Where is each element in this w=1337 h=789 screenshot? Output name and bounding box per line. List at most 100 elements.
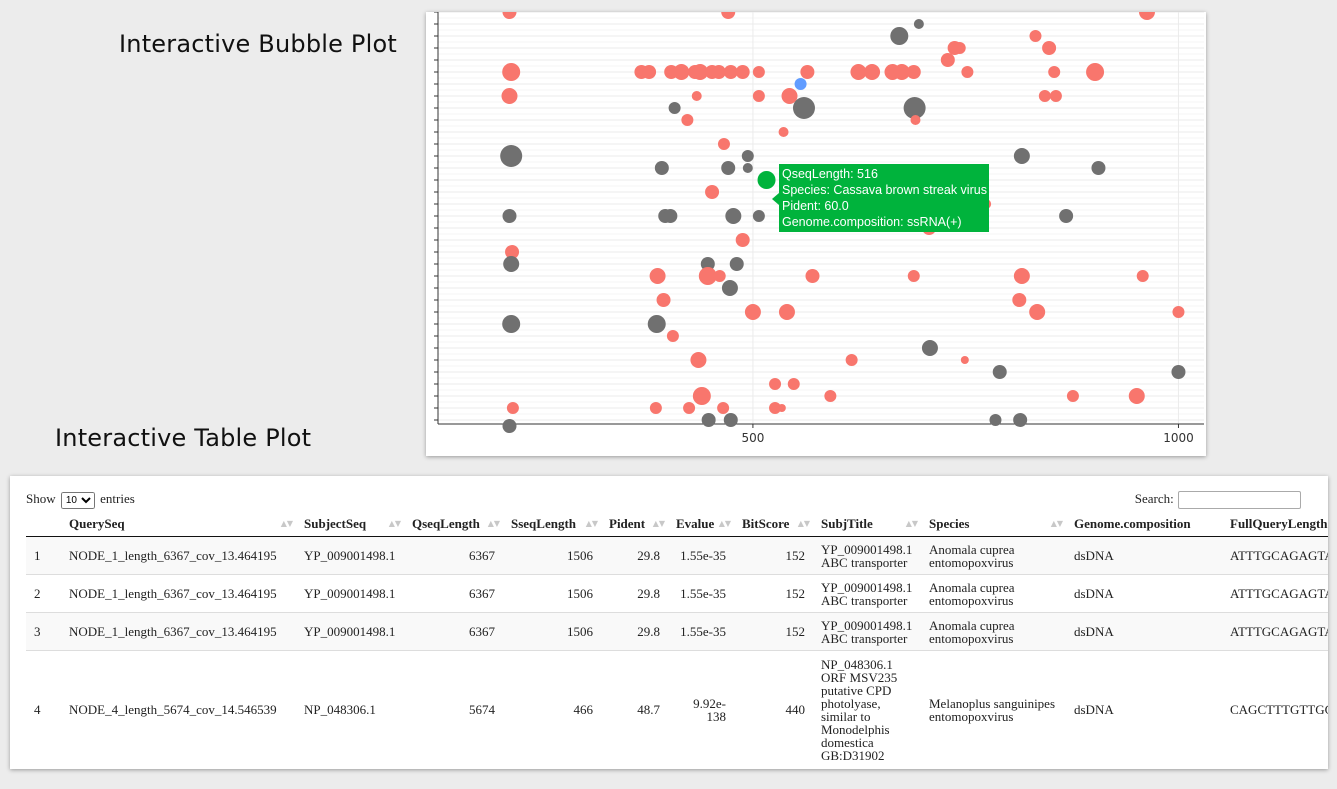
data-point[interactable] (721, 12, 736, 19)
data-point[interactable] (906, 65, 921, 79)
col-header-genome[interactable]: Genome.composition (1066, 512, 1222, 537)
data-point[interactable] (723, 65, 738, 79)
col-header-species[interactable]: Species ▲▼ (921, 512, 1066, 537)
data-point[interactable] (717, 138, 730, 150)
search-input[interactable] (1178, 491, 1301, 510)
data-point[interactable] (744, 304, 761, 320)
data-point[interactable] (940, 53, 955, 67)
data-point[interactable] (1012, 293, 1027, 307)
data-point[interactable] (721, 161, 736, 175)
data-point[interactable] (500, 145, 523, 167)
data-point[interactable] (505, 245, 520, 259)
data-point[interactable] (784, 90, 797, 102)
data-point[interactable] (705, 185, 720, 199)
data-point[interactable] (792, 97, 815, 119)
data-point[interactable] (1013, 148, 1030, 164)
data-point[interactable] (690, 352, 707, 368)
data-point[interactable] (1013, 268, 1030, 284)
data-point[interactable] (864, 64, 881, 80)
data-point[interactable] (769, 378, 782, 390)
data-point[interactable] (647, 315, 666, 333)
data-point[interactable] (698, 267, 717, 285)
data-point[interactable] (735, 233, 750, 247)
col-header-qseqlength[interactable]: QseqLength ▲▼ (404, 512, 503, 537)
data-point[interactable] (735, 65, 750, 79)
data-point[interactable] (725, 208, 742, 224)
data-point[interactable] (717, 402, 730, 414)
data-point[interactable] (1029, 30, 1042, 42)
data-point[interactable] (502, 209, 517, 223)
data-point[interactable] (778, 127, 789, 137)
data-point[interactable] (1136, 270, 1149, 282)
data-point[interactable] (668, 102, 681, 114)
data-point[interactable] (502, 12, 517, 19)
data-point[interactable] (787, 378, 800, 390)
data-point[interactable] (989, 414, 1002, 426)
data-point[interactable] (800, 65, 815, 79)
data-point[interactable] (742, 163, 753, 173)
data-point[interactable] (683, 402, 696, 414)
data-point[interactable] (692, 387, 711, 405)
data-point[interactable] (960, 356, 969, 364)
data-point[interactable] (805, 269, 820, 283)
data-point[interactable] (503, 256, 520, 272)
data-point[interactable] (1042, 41, 1057, 55)
col-header-subjtitle[interactable]: SubjTitle ▲▼ (813, 512, 921, 537)
data-point[interactable] (752, 66, 765, 78)
data-point[interactable] (1128, 388, 1145, 404)
data-point[interactable] (723, 413, 738, 427)
data-point[interactable] (1172, 306, 1185, 318)
data-point[interactable] (649, 268, 666, 284)
data-point[interactable] (1066, 390, 1079, 402)
col-header-bitscore[interactable]: BitScore ▲▼ (734, 512, 813, 537)
data-point[interactable] (1091, 161, 1106, 175)
data-point[interactable] (700, 257, 715, 271)
col-header-evalue[interactable]: Evalue ▲▼ (668, 512, 734, 537)
data-point[interactable] (729, 257, 744, 271)
col-header-pident[interactable]: Pident ▲▼ (601, 512, 668, 537)
data-point[interactable] (769, 402, 782, 414)
data-point[interactable] (961, 66, 974, 78)
table-row[interactable]: 2 NODE_1_length_6367_cov_13.464195 YP_00… (26, 574, 1328, 613)
data-point[interactable] (777, 404, 786, 412)
data-point[interactable] (910, 115, 921, 125)
data-point[interactable] (649, 402, 662, 414)
data-point[interactable] (1013, 413, 1028, 427)
data-point[interactable] (953, 42, 966, 54)
data-point[interactable] (1171, 365, 1186, 379)
data-point[interactable] (501, 88, 518, 104)
data-point[interactable] (903, 97, 926, 119)
data-point[interactable] (845, 354, 858, 366)
data-point[interactable] (1059, 209, 1074, 223)
table-row[interactable]: 3 NODE_1_length_6367_cov_13.464195 YP_00… (26, 612, 1328, 651)
data-point[interactable] (673, 64, 690, 80)
table-row[interactable]: 1 NODE_1_length_6367_cov_13.464195 YP_00… (26, 536, 1328, 575)
data-point[interactable] (907, 270, 920, 282)
data-point[interactable] (741, 150, 754, 162)
col-header-subjectseq[interactable]: SubjectSeq ▲▼ (296, 512, 404, 537)
data-point[interactable] (663, 209, 678, 223)
data-point[interactable] (752, 210, 765, 222)
data-point[interactable] (824, 390, 837, 402)
data-point[interactable] (656, 293, 671, 307)
data-point[interactable] (757, 171, 776, 189)
col-header-sseqlength[interactable]: SseqLength ▲▼ (503, 512, 601, 537)
data-point[interactable] (502, 63, 521, 81)
data-point[interactable] (794, 78, 807, 90)
data-point[interactable] (692, 64, 709, 80)
data-point[interactable] (713, 270, 726, 282)
data-point[interactable] (502, 315, 521, 333)
data-point[interactable] (666, 330, 679, 342)
data-point[interactable] (992, 365, 1007, 379)
data-point[interactable] (642, 65, 657, 79)
data-point[interactable] (850, 64, 867, 80)
data-point[interactable] (1138, 12, 1155, 20)
data-point[interactable] (1048, 66, 1061, 78)
data-point[interactable] (691, 91, 702, 101)
data-point[interactable] (921, 340, 938, 356)
data-point[interactable] (778, 304, 795, 320)
data-point[interactable] (752, 90, 765, 102)
data-point[interactable] (913, 19, 924, 29)
data-point[interactable] (701, 413, 716, 427)
data-point[interactable] (711, 65, 726, 79)
